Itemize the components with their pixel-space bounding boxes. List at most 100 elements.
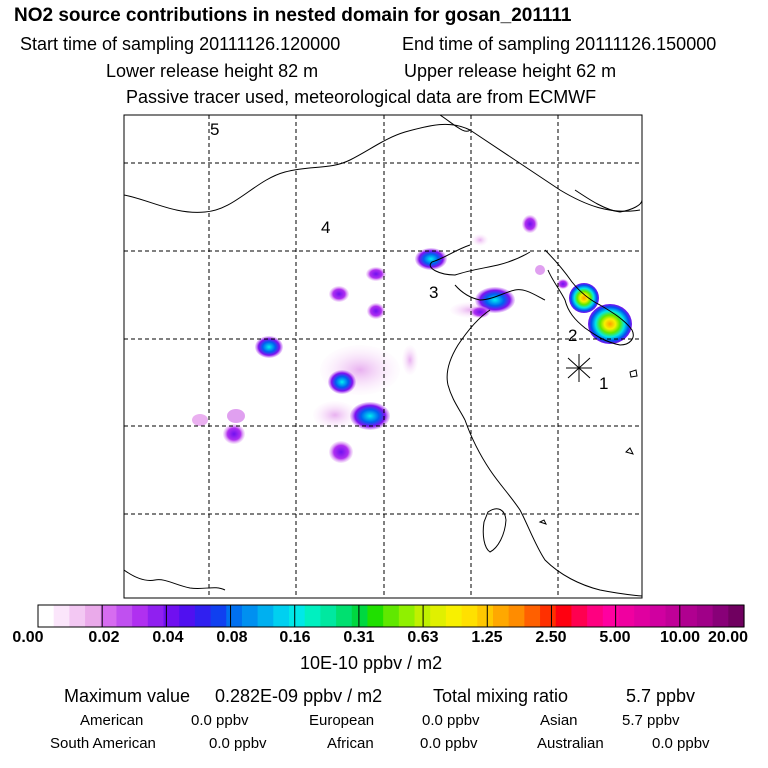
- colorbar-cell: [634, 605, 651, 627]
- plume-haze: [313, 401, 357, 429]
- colorbar-cell: [571, 605, 588, 627]
- region-name: Australian: [537, 735, 604, 752]
- total-mixing-value: 5.7 ppbv: [626, 686, 696, 706]
- plume-blob: [522, 215, 538, 233]
- coastline: [544, 249, 634, 346]
- end-time: End time of sampling 20111126.150000: [402, 34, 717, 54]
- plume-blob: [557, 279, 569, 289]
- plume-blob: [588, 304, 632, 344]
- colorbar-cell: [132, 605, 149, 627]
- tracer-info: Passive tracer used, meteorological data…: [126, 87, 597, 107]
- colorbar-cell: [116, 605, 133, 627]
- island: [538, 519, 547, 525]
- plume-blob: [366, 267, 386, 281]
- colorbar-cell: [398, 605, 416, 627]
- region-label-3: 3: [429, 283, 438, 302]
- region-label-1: 1: [599, 374, 608, 393]
- colorbar-cell: [210, 605, 227, 627]
- plume-blob: [350, 402, 390, 430]
- coastline: [454, 284, 546, 301]
- colorbar-cell: [618, 605, 635, 627]
- plume-blob: [255, 336, 283, 358]
- lower-release-height: Lower release height 82 m: [106, 61, 319, 81]
- asterisk-marker: [566, 354, 592, 382]
- colorbar-cell: [492, 605, 510, 627]
- colorbar-cell: [85, 605, 102, 627]
- island-taiwan: [482, 508, 507, 553]
- region-name: Asian: [540, 712, 578, 729]
- colorbar-cell: [273, 605, 290, 627]
- colorbar-tick: 10.00: [659, 629, 701, 646]
- region-name: African: [327, 735, 374, 752]
- plume-haze: [535, 265, 545, 275]
- region-value: 0.0 ppbv: [209, 735, 267, 752]
- region-label-4: 4: [321, 218, 330, 237]
- coastline: [464, 419, 642, 597]
- colorbar-tick: 5.00: [599, 629, 631, 646]
- colorbar-cell: [289, 605, 306, 627]
- colorbar-cell: [320, 605, 337, 627]
- colorbar-frame: [37, 604, 745, 628]
- colorbar-tick: 0.00: [12, 629, 44, 646]
- plume-blob: [329, 441, 353, 463]
- region-value: 5.7 ppbv: [622, 712, 680, 729]
- colorbar-cell: [179, 605, 196, 627]
- graticule: [124, 115, 642, 598]
- colorbar-cell: [257, 605, 274, 627]
- island: [625, 447, 634, 455]
- plume-blob: [329, 286, 349, 302]
- colorbar-cell: [53, 605, 70, 627]
- colorbar-cell: [602, 605, 620, 627]
- colorbar-tick: 0.31: [343, 629, 375, 646]
- plume-blob: [367, 303, 385, 319]
- colorbar-cell: [194, 605, 212, 627]
- plume-haze: [402, 345, 418, 375]
- upper-release-height: Upper release height 62 m: [404, 61, 617, 81]
- plume-haze: [227, 409, 245, 423]
- max-value: 0.282E-09 ppbv / m2: [215, 686, 383, 706]
- colorbar-cell: [649, 605, 667, 627]
- start-time: Start time of sampling 20111126.120000: [20, 34, 341, 54]
- colorbar-cell: [540, 605, 557, 627]
- map-frame: [123, 114, 643, 599]
- region-value: 0.0 ppbv: [420, 735, 478, 752]
- plume-blob: [415, 248, 447, 270]
- total-mixing-label: Total mixing ratio: [433, 686, 569, 706]
- concentration-field: [192, 215, 632, 463]
- colorbar-tick: 2.50: [535, 629, 567, 646]
- chart-title: NO2 source contributions in nested domai…: [14, 5, 572, 26]
- colorbar-tick: 0.02: [88, 629, 120, 646]
- colorbar-tick: 0.16: [279, 629, 311, 646]
- colorbar-cell: [587, 605, 604, 627]
- colorbar-cells: [38, 605, 745, 627]
- region-name: European: [309, 712, 375, 729]
- colorbar-units: 10E-10 ppbv / m2: [300, 653, 443, 673]
- plume-blob: [569, 283, 599, 313]
- colorbar-cell: [665, 605, 682, 627]
- colorbar-cell: [147, 605, 165, 627]
- plume-blob: [223, 424, 245, 444]
- colorbar-cell: [100, 605, 118, 627]
- colorbar: [37, 604, 745, 628]
- max-value-label: Maximum value: [64, 686, 191, 706]
- colorbar-cell: [163, 605, 180, 627]
- plume-blob: [328, 370, 356, 394]
- colorbar-cell: [69, 605, 86, 627]
- region-label-5: 5: [210, 120, 219, 139]
- colorbar-tick: 0.63: [407, 629, 439, 646]
- region-name: American: [80, 712, 144, 729]
- coastline: [446, 309, 491, 421]
- colorbar-cell: [430, 605, 447, 627]
- coastline: [574, 189, 642, 213]
- colorbar-cell: [555, 605, 573, 627]
- region-value: 0.0 ppbv: [422, 712, 480, 729]
- colorbar-cell: [336, 605, 353, 627]
- colorbar-cell: [445, 605, 463, 627]
- colorbar-cell: [524, 605, 541, 627]
- colorbar-cell: [351, 605, 369, 627]
- coastlines: [124, 115, 642, 597]
- region-value: 0.0 ppbv: [191, 712, 249, 729]
- colorbar-tick: 1.25: [471, 629, 503, 646]
- colorbar-cell: [712, 605, 729, 627]
